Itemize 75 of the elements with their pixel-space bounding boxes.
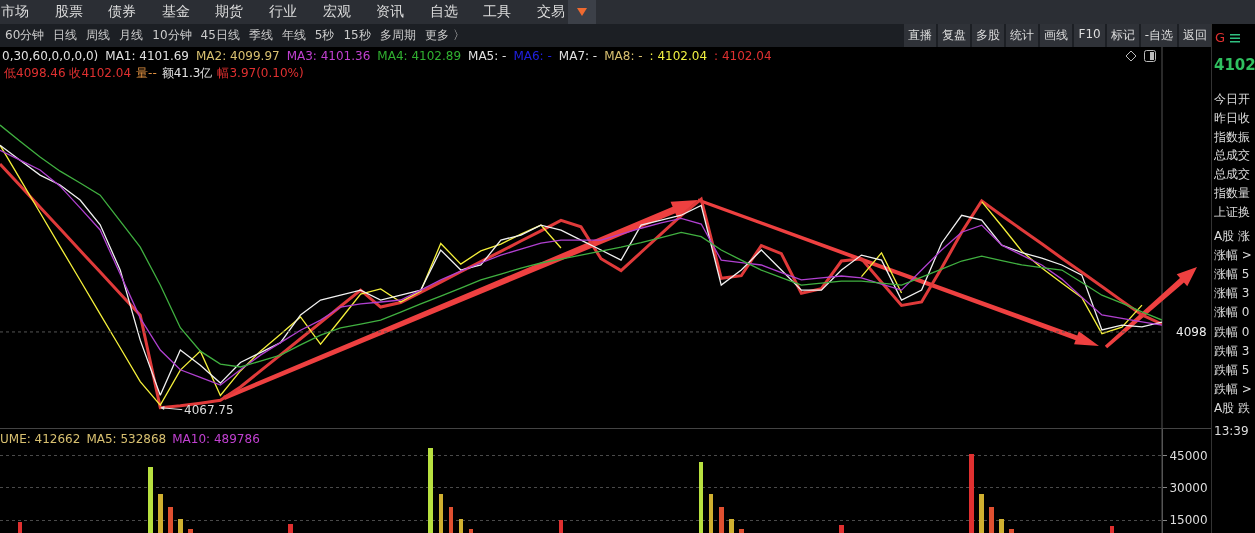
text: 总成交 [1214, 166, 1250, 184]
text: 季线 [248, 27, 273, 44]
annotation: MA5: 532868 [86, 432, 167, 446]
text: 更多 〉 [424, 27, 465, 44]
annotation: MA10: 489786 [172, 432, 260, 446]
text: 画线 [1040, 24, 1073, 47]
text: 涨幅 0 [1214, 304, 1250, 322]
text: : 4102.04 [649, 49, 708, 63]
text: 跌幅 0 [1214, 323, 1250, 341]
text: 周线 [86, 27, 111, 44]
text: MA8: - [604, 49, 643, 63]
text: 自选 [429, 3, 458, 21]
text: 涨幅 5 [1214, 266, 1250, 284]
text: 指数量 [1214, 185, 1250, 202]
text: 宏观 [322, 3, 351, 21]
text: 0,30,60,0,0,0,0) [2, 49, 99, 63]
text: 多周期 [379, 27, 416, 44]
text: -自选 [1140, 24, 1177, 47]
text: F10 [1074, 24, 1105, 47]
text: 总成交 [1214, 147, 1250, 165]
text: 跌幅 5 [1214, 361, 1250, 379]
annotation: UME: 412662 [0, 432, 81, 446]
text: 4102 [1214, 56, 1255, 74]
text: 行业 [269, 3, 297, 21]
text: MA3: 4101.36 [286, 49, 371, 63]
text: 多股 [972, 24, 1005, 47]
text: 期货 [215, 3, 244, 21]
text: G [1215, 30, 1226, 45]
text: 幅3.97(0.10%) [217, 65, 304, 82]
text: 指数振 [1214, 128, 1250, 146]
text: 返回 [1179, 24, 1211, 47]
text: 今日开 [1214, 91, 1250, 108]
text: 45日线 [200, 27, 240, 44]
text: A股 涨 [1214, 228, 1251, 245]
text: 量-- [136, 65, 157, 82]
text: 涨幅 > [1214, 247, 1252, 265]
y-tick-label: 30000 [1169, 481, 1208, 496]
text: 基金 [161, 3, 190, 21]
text: 日线 [53, 27, 78, 44]
text: : 4102.04 [714, 49, 772, 63]
text: 60分钟 [5, 27, 45, 44]
text: 低4098.46 收4102.04 [4, 65, 132, 82]
y-tick-label: 45000 [1169, 449, 1208, 463]
text: MA7: - [558, 49, 598, 63]
text: 复盘 [938, 24, 971, 47]
text: 市场 [1, 3, 29, 21]
text: 10分钟 [152, 27, 192, 44]
text: 上证换 [1214, 203, 1250, 221]
text: MA6: - [513, 49, 552, 63]
text: 涨幅 3 [1214, 285, 1250, 303]
annotation: 4067.75 [184, 403, 234, 417]
text: 昨日收 [1214, 109, 1250, 127]
text: 直播 [904, 24, 937, 47]
text: 13:39 [1214, 424, 1249, 438]
text: 标记 [1106, 24, 1139, 47]
text: A股 跌 [1214, 399, 1251, 417]
text: MA5: - [468, 49, 507, 63]
text: 月线 [119, 27, 144, 44]
text: 额41.3亿 [161, 65, 213, 82]
text: 5秒 [314, 27, 335, 44]
text: 工具 [483, 3, 512, 21]
text: 年线 [281, 27, 306, 44]
text: MA4: 4102.89 [377, 49, 462, 63]
text: 跌幅 3 [1214, 342, 1250, 360]
text: MA2: 4099.97 [195, 49, 280, 63]
text: 15秒 [343, 27, 371, 44]
text: 交易 [537, 3, 565, 21]
text: 统计 [1006, 24, 1039, 47]
text: MA1: 4101.69 [105, 49, 189, 63]
text: 资讯 [376, 3, 405, 21]
text: 债券 [108, 3, 137, 21]
text: 股票 [54, 3, 83, 21]
text: 4098 [1176, 325, 1207, 339]
y-tick-label: 15000 [1169, 513, 1208, 528]
text: 跌幅 > [1214, 380, 1252, 398]
